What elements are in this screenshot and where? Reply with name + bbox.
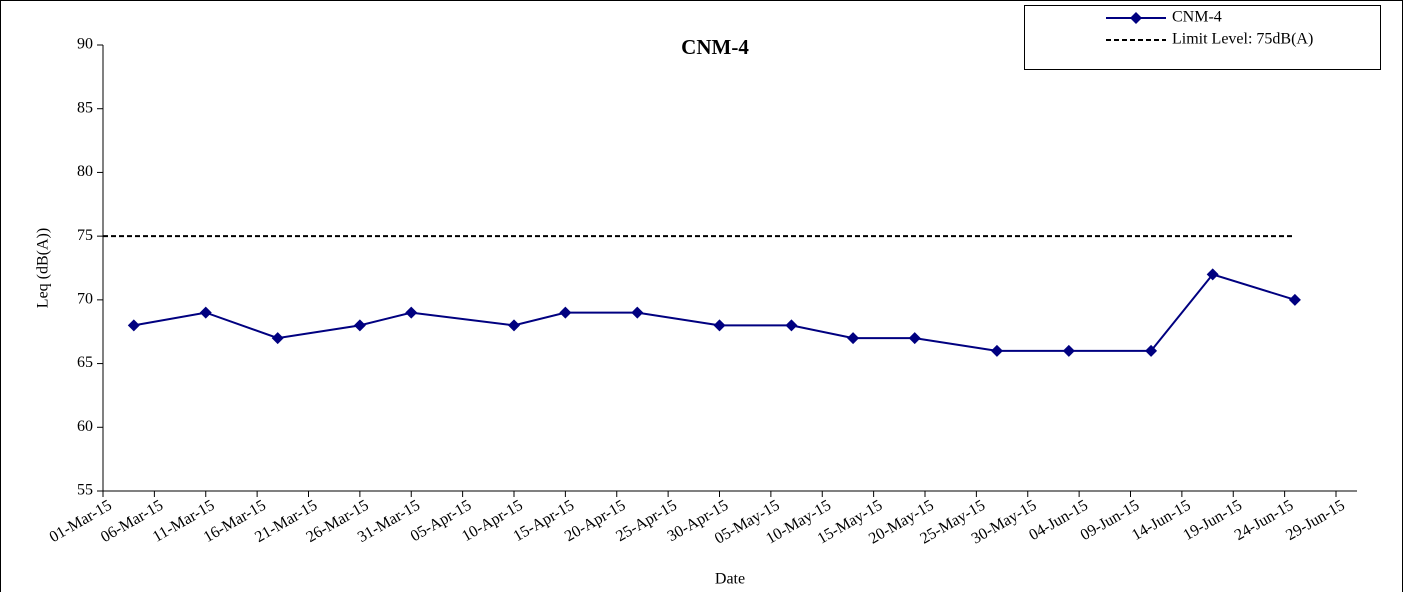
data-point — [353, 319, 366, 332]
data-point — [405, 306, 418, 319]
y-tick-label: 70 — [77, 291, 93, 308]
y-tick-label: 60 — [77, 418, 93, 435]
legend — [1024, 5, 1381, 70]
y-tick-label: 75 — [77, 227, 93, 244]
legend-label: Limit Level: 75dB(A) — [1172, 31, 1313, 48]
legend-marker — [1130, 12, 1142, 24]
legend-label: CNM-4 — [1172, 9, 1222, 26]
data-point — [199, 306, 212, 319]
y-tick-label: 65 — [77, 354, 93, 371]
data-point — [631, 306, 644, 319]
data-point — [990, 344, 1003, 357]
y-tick-label: 85 — [77, 99, 93, 116]
data-point — [785, 319, 798, 332]
data-point — [908, 332, 921, 345]
data-point — [271, 332, 284, 345]
y-tick-label: 90 — [77, 36, 93, 53]
data-point — [508, 319, 520, 332]
chart-title: CNM-4 — [681, 35, 749, 59]
data-point — [559, 306, 572, 319]
data-point — [1145, 344, 1158, 357]
data-point — [1288, 293, 1301, 306]
data-point — [713, 319, 726, 332]
data-point — [1206, 268, 1219, 281]
y-tick-label: 55 — [77, 482, 93, 499]
data-point — [1062, 344, 1075, 357]
data-point — [127, 319, 140, 332]
y-tick-label: 80 — [77, 163, 93, 180]
data-point — [847, 332, 860, 345]
y-axis-label: Leq (dB(A)) — [35, 228, 52, 308]
x-axis-label: Date — [715, 571, 745, 588]
